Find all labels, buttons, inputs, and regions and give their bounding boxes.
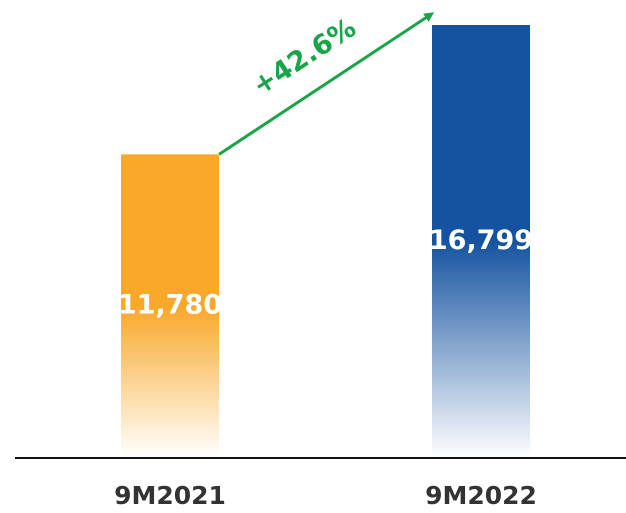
x-tick-label: 9M2022 xyxy=(425,481,537,510)
growth-arrow xyxy=(218,12,435,156)
x-tick-label: 9M2021 xyxy=(114,481,226,510)
bar xyxy=(432,25,530,458)
growth-annotation: +42.6% xyxy=(247,12,361,101)
bar xyxy=(121,154,219,458)
value-label: 16,799 xyxy=(429,225,533,256)
value-label: 11,780 xyxy=(118,290,222,321)
